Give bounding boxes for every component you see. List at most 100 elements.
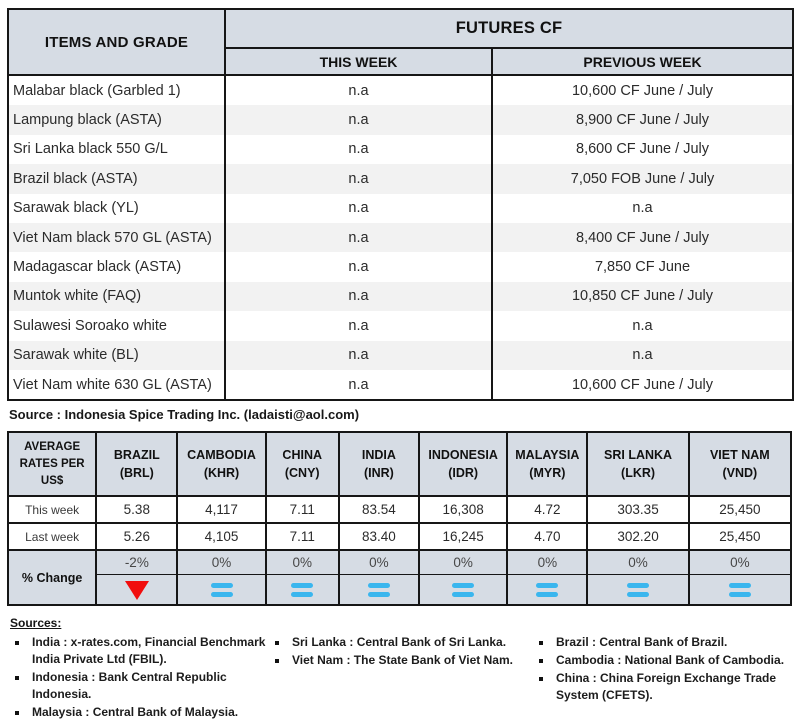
futures-cell-item: Malabar black (Garbled 1) — [7, 75, 226, 106]
rates-cell-this-week: 25,450 — [687, 495, 793, 525]
futures-header-items-and-grade: ITEMS AND GRADE — [7, 8, 226, 76]
futures-cell-previous-week: 10,850 CF June / July — [491, 281, 794, 312]
sources-column-1: India : x-rates.com, Financial Benchmark… — [10, 634, 270, 722]
futures-table: ITEMS AND GRADE FUTURES CF THIS WEEK PRE… — [7, 8, 794, 402]
rates-header-country: BRAZIL (BRL) — [95, 431, 179, 498]
country-name: SRI LANKA — [604, 448, 673, 463]
rates-header-row: AVERAGE RATES PER US$ BRAZIL (BRL) CAMBODI… — [6, 431, 793, 498]
futures-cell-item: Sarawak black (YL) — [7, 193, 226, 223]
futures-row: Sarawak black (YL) n.a n.a — [7, 193, 794, 223]
blue-equals-icon — [452, 582, 475, 597]
currency-code: (INR) — [363, 466, 394, 481]
futures-row: Sarawak white (BL) n.a n.a — [7, 340, 794, 370]
futures-cell-previous-week: n.a — [491, 340, 794, 370]
futures-cell-previous-week: 10,600 CF June / July — [491, 369, 794, 401]
rates-cell-last-week: 5.26 — [95, 522, 179, 552]
equals-bar — [291, 591, 314, 597]
blue-equals-icon — [291, 582, 314, 597]
futures-cell-previous-week: 8,400 CF June / July — [491, 222, 794, 253]
rates-cell-this-week: 4,117 — [176, 495, 267, 525]
equals-bar — [627, 582, 650, 588]
futures-row: Lampung black (ASTA) n.a 8,900 CF June / J… — [7, 105, 794, 135]
rates-cell-this-week: 5.38 — [95, 495, 179, 525]
futures-cell-item: Lampung black (ASTA) — [7, 105, 226, 135]
rates-cell-pct-change: 0% — [687, 549, 793, 576]
rates-cell-last-week: 25,450 — [687, 522, 793, 552]
source-item: Viet Nam : The State Bank of Viet Nam. — [270, 652, 534, 669]
futures-source-note: Source : Indonesia Spice Trading Inc. (l… — [9, 407, 360, 423]
rates-cell-this-week: 4.72 — [506, 495, 589, 525]
rates-corner-average-rates: AVERAGE RATES PER US$ — [6, 431, 98, 498]
blue-equals-icon — [210, 582, 233, 597]
futures-table-body: Malabar black (Garbled 1) n.a 10,600 CF Ju… — [7, 75, 794, 401]
rates-row-pct-change: % Change -2% 0% 0% 0% 0% 0% 0% 0% — [6, 549, 793, 607]
currency-code: (KHR) — [203, 466, 240, 481]
rates-cell-trend — [418, 574, 509, 607]
sources-title: Sources: — [10, 616, 62, 631]
source-item: China : China Foreign Exchange Trade Sys… — [534, 670, 790, 704]
currency-code: (VND) — [722, 466, 758, 481]
equals-bar — [536, 582, 559, 588]
source-item: Brazil : Central Bank of Brazil. — [534, 634, 790, 651]
futures-cell-item: Muntok white (FAQ) — [7, 281, 226, 312]
futures-cell-item: Madagascar black (ASTA) — [7, 252, 226, 282]
currency-code: (BRL) — [119, 466, 154, 481]
futures-cell-previous-week: 10,600 CF June / July — [491, 75, 794, 106]
rates-cell-pct-change: 0% — [337, 549, 421, 576]
futures-header-previous-week: PREVIOUS WEEK — [491, 47, 794, 76]
country-name: VIET NAM — [709, 448, 770, 463]
rates-row-trend-icons — [8, 574, 793, 607]
futures-cell-this-week: n.a — [224, 164, 493, 194]
rates-cell-trend — [586, 574, 690, 607]
sources-column-3: Brazil : Central Bank of Brazil. Cambodia… — [534, 634, 790, 705]
blue-equals-icon — [728, 582, 751, 597]
sources-column-2: Sri Lanka : Central Bank of Sri Lanka. Vi… — [270, 634, 534, 670]
futures-cell-previous-week: 8,600 CF June / July — [491, 134, 794, 165]
rates-cell-pct-change: 0% — [176, 549, 267, 576]
rates-cell-this-week: 83.54 — [337, 495, 421, 525]
equals-bar — [210, 591, 233, 597]
futures-cell-this-week: n.a — [224, 311, 493, 341]
futures-row: Brazil black (ASTA) n.a 7,050 FOB June / J… — [7, 164, 794, 194]
futures-row: Madagascar black (ASTA) n.a 7,850 CF June — [7, 252, 794, 282]
equals-bar — [367, 591, 390, 597]
rates-cell-trend — [687, 574, 793, 607]
futures-row: Sri Lanka black 550 G/L n.a 8,600 CF June … — [7, 134, 794, 165]
equals-bar — [210, 582, 233, 588]
rates-cell-last-week: 4,105 — [176, 522, 267, 552]
futures-cell-item: Viet Nam black 570 GL (ASTA) — [7, 222, 226, 253]
futures-cell-previous-week: 8,900 CF June / July — [491, 105, 794, 135]
country-name: CAMBODIA — [187, 448, 256, 463]
source-item: Indonesia : Bank Central Republic Indone… — [10, 669, 270, 703]
sources-section: Sources: India : x-rates.com, Financial … — [10, 614, 793, 722]
rates-cell-this-week: 303.35 — [586, 495, 690, 525]
futures-cell-this-week: n.a — [224, 369, 493, 401]
futures-row: Viet Nam black 570 GL (ASTA) n.a 8,400 CF … — [7, 222, 794, 253]
rates-cell-last-week: 302.20 — [586, 522, 690, 552]
equals-bar — [367, 582, 390, 588]
country-name: MALAYSIA — [515, 448, 580, 463]
futures-table-header: ITEMS AND GRADE FUTURES CF THIS WEEK PRE… — [7, 8, 794, 76]
sources-columns: India : x-rates.com, Financial Benchmark… — [10, 634, 793, 722]
rates-cell-trend — [95, 574, 179, 607]
rates-cell-pct-change: 0% — [264, 549, 340, 576]
rates-cell-this-week: 7.11 — [264, 495, 340, 525]
rates-header-country: CHINA (CNY) — [264, 431, 340, 498]
equals-bar — [627, 591, 650, 597]
futures-cell-previous-week: n.a — [491, 311, 794, 341]
futures-cell-item: Sarawak white (BL) — [7, 340, 226, 370]
country-name: CHINA — [282, 448, 323, 463]
source-item: Sri Lanka : Central Bank of Sri Lanka. — [270, 634, 534, 651]
source-item: Malaysia : Central Bank of Malaysia. — [10, 704, 270, 721]
exchange-rates-table: AVERAGE RATES PER US$ BRAZIL (BRL) CAMBODI… — [6, 431, 793, 607]
equals-bar — [728, 582, 751, 588]
futures-cell-this-week: n.a — [224, 222, 493, 253]
rates-cell-trend — [337, 574, 421, 607]
rates-cell-trend — [176, 574, 267, 607]
rates-header-country: INDONESIA (IDR) — [418, 431, 509, 498]
currency-code: (LKR) — [621, 466, 656, 481]
rates-cell-last-week: 16,245 — [418, 522, 509, 552]
rates-cell-last-week: 7.11 — [264, 522, 340, 552]
country-name: BRAZIL — [113, 448, 160, 463]
